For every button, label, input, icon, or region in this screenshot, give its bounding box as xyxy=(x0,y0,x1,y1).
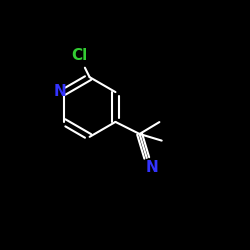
Text: N: N xyxy=(54,84,67,98)
Text: Cl: Cl xyxy=(71,48,87,63)
Text: N: N xyxy=(146,160,158,175)
